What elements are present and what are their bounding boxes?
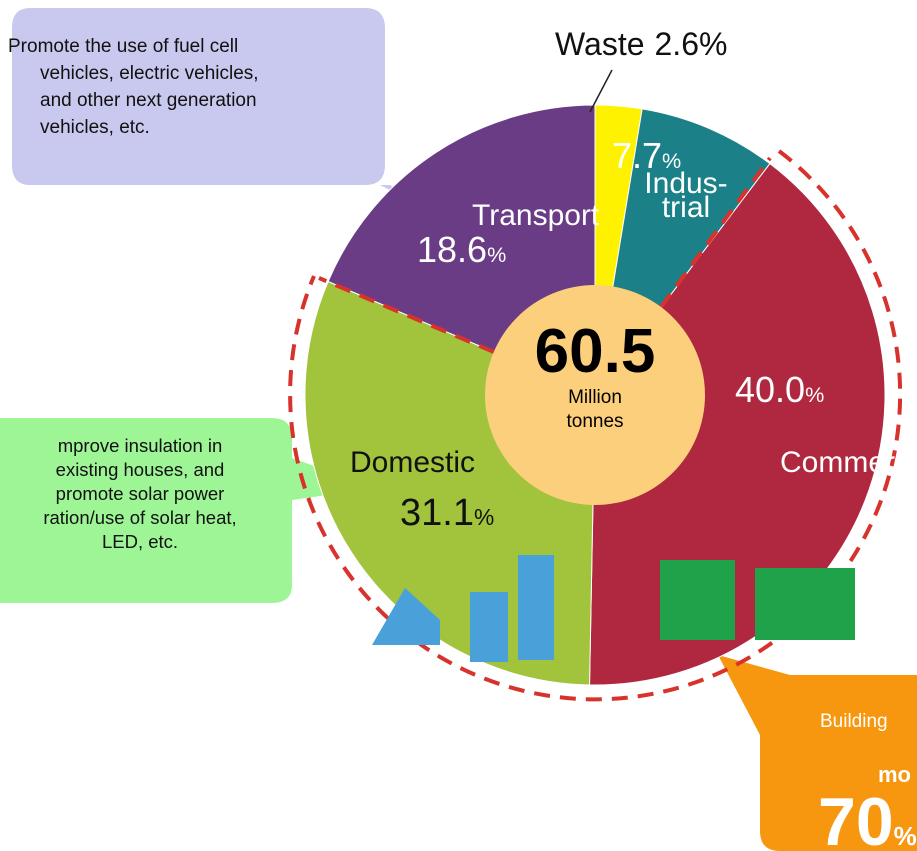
- value-label: 2.6: [655, 26, 699, 62]
- callout-text: Building: [820, 711, 888, 732]
- callout-text: vehicles, electric vehicles,: [40, 63, 259, 84]
- callout-text: mo: [878, 762, 911, 787]
- big-number: 70: [818, 784, 894, 851]
- category-part: Transport: [472, 199, 600, 232]
- unit: %: [699, 26, 727, 62]
- big-unit: %: [894, 821, 917, 851]
- category-name: Commercial: [780, 446, 917, 479]
- callout-text: promote solar power: [56, 483, 225, 504]
- callout-text: and other next generation: [40, 90, 257, 111]
- leader-line: [589, 69, 613, 113]
- center-value: 60.5: [535, 317, 656, 386]
- value-label: 31.1: [400, 492, 474, 534]
- category-part: Indus-: [644, 167, 727, 200]
- slice: [589, 162, 886, 686]
- value-text: 18.6%: [417, 229, 506, 270]
- dashed-boundary: [318, 276, 495, 354]
- unit: %: [474, 504, 494, 530]
- callout-text: vehicles, etc.: [40, 117, 150, 138]
- unit: %: [662, 148, 681, 173]
- callout-text: mprove insulation in: [58, 435, 223, 456]
- category-name: Waste: [555, 26, 645, 62]
- callout-buildings: [718, 655, 917, 851]
- category-name: Transport: [472, 199, 600, 232]
- unit: %: [805, 382, 824, 407]
- callout-big: 70%: [818, 784, 917, 851]
- house-icons: [372, 555, 554, 662]
- center-label: tonnes: [566, 411, 623, 432]
- callout-text: ration/use of solar heat,: [43, 507, 236, 528]
- value-text: 31.1%: [400, 492, 494, 534]
- value-label: 18.6: [417, 229, 487, 270]
- dashed-boundary: [659, 156, 772, 309]
- category-part: Domestic: [350, 446, 475, 479]
- value-label: 7.7: [612, 135, 662, 176]
- category-name: Indus-trial: [644, 167, 727, 224]
- callout-domestic: [0, 418, 375, 603]
- unit: %: [487, 242, 506, 267]
- office-icons: [660, 560, 855, 640]
- dashed-ring: [288, 149, 903, 702]
- value-label: 40.0: [735, 369, 805, 410]
- callout-text: LED, etc.: [102, 531, 178, 552]
- callout-transport: [12, 8, 420, 205]
- labels: Waste2.6%Indus-trial7.7%Commercial40.0%D…: [350, 26, 917, 534]
- center-label: Million: [568, 387, 622, 408]
- category-part: trial: [662, 191, 710, 224]
- slice-label: Waste 2.6%: [555, 26, 727, 62]
- center-circle: [485, 285, 705, 505]
- category-part: Commercial: [780, 446, 917, 479]
- callout-text: existing houses, and: [56, 459, 225, 480]
- category-name: Domestic: [350, 446, 475, 479]
- value-text: 7.7%: [612, 135, 681, 176]
- value-text: 40.0%: [735, 369, 824, 410]
- annotations: Promote the use of fuel cell vehicles, el…: [8, 36, 917, 851]
- callout-text: Promote the use of fuel cell: [8, 36, 238, 57]
